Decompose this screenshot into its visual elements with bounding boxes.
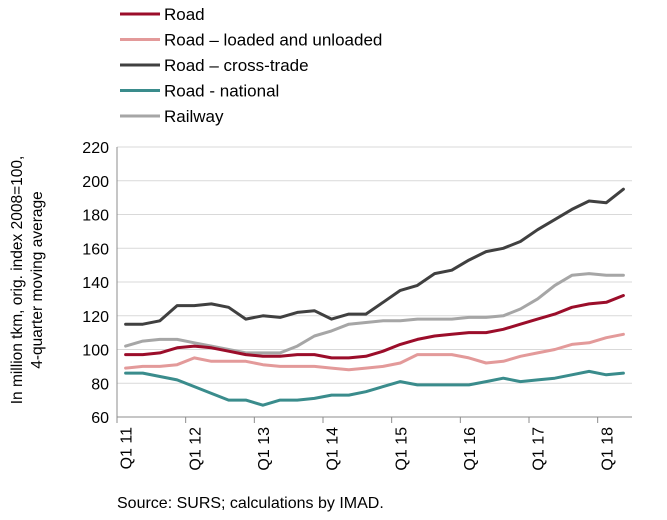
- legend-label-2: Road – loaded and unloaded: [164, 31, 382, 50]
- y-tick-label-100: 100: [82, 343, 109, 360]
- gridlines: [117, 146, 632, 384]
- y-axis-label-line1: In million tkm, orig. index 2008=100,: [9, 156, 26, 405]
- x-tick-label-Q1-15: Q1 15: [393, 427, 410, 471]
- y-tick-label-80: 80: [91, 376, 109, 393]
- y-tick-label-180: 180: [82, 208, 109, 225]
- y-tick-label-140: 140: [82, 275, 109, 292]
- y-tick-label-200: 200: [82, 174, 109, 191]
- legend-label-5: Railway: [164, 107, 224, 126]
- axes: [116, 147, 632, 423]
- y-tick-label-220: 220: [82, 140, 109, 157]
- x-tick-label-Q1-12: Q1 12: [187, 427, 204, 471]
- series-line-2: [124, 272, 625, 355]
- x-tick-label-Q1-16: Q1 16: [462, 427, 479, 471]
- series-line-4: [124, 369, 625, 407]
- x-tick-label-Q1-11: Q1 11: [119, 427, 136, 470]
- x-tick-labels: Q1 11 Q1 12 Q1 13 Q1 14 Q1 15 Q1 16 Q1 17 Q1 18: [119, 427, 617, 471]
- series-line-5: [124, 294, 625, 360]
- y-tick-label-60: 60: [91, 410, 109, 427]
- legend-label-3: Road – cross-trade: [164, 56, 309, 75]
- legend-label-1: Road: [164, 5, 205, 24]
- series-lines: [124, 187, 625, 407]
- legend-label-4: Road - national: [164, 82, 279, 101]
- x-tick-label-Q1-14: Q1 14: [325, 427, 342, 471]
- y-tick-labels: 60 80 100 120 140 160 180 200 220: [82, 140, 109, 427]
- y-tick-label-160: 160: [82, 241, 109, 258]
- series-line-1: [124, 187, 625, 326]
- y-axis-label-line2: 4-quarter moving average: [29, 191, 46, 369]
- x-tick-label-Q1-18: Q1 18: [599, 427, 616, 471]
- source-note: Source: SURS; calculations by IMAD.: [117, 495, 384, 512]
- x-tick-label-Q1-17: Q1 17: [531, 427, 548, 471]
- legend: Road Road – loaded and unloaded Road – cro…: [120, 5, 382, 126]
- x-tick-label-Q1-13: Q1 13: [256, 427, 273, 471]
- y-tick-label-120: 120: [82, 309, 109, 326]
- series-line-3: [124, 332, 625, 372]
